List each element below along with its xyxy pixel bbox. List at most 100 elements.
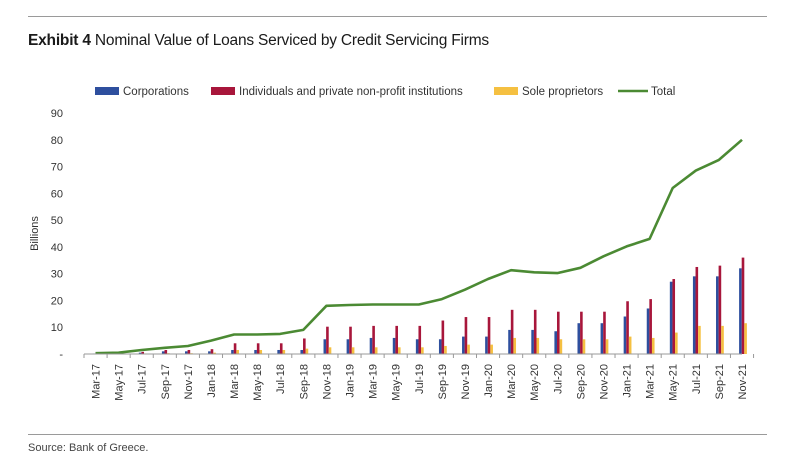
bar-sole: [651, 337, 655, 354]
x-tick-label: May-19: [391, 364, 403, 401]
legend-swatch: [494, 87, 518, 95]
x-tick-label: Sep-21: [714, 364, 726, 399]
bar-individuals: [418, 325, 422, 354]
x-axis: Mar-17 May-17 Jul-17 Sep-17 Nov-17 Jan-18 Mar-…: [83, 353, 755, 401]
x-tick-label: May-21: [668, 364, 680, 401]
legend-label: Corporations: [123, 86, 189, 98]
bottom-rule: [28, 434, 767, 435]
bar-individuals: [510, 309, 514, 354]
y-axis: Billions - 10 20 30 40 50 60 70 80 90: [29, 108, 63, 361]
y-tick-label: 90: [51, 108, 63, 120]
bar-corporations: [231, 349, 234, 354]
x-tick-label: Jan-20: [483, 364, 495, 398]
y-tick-label: 60: [51, 188, 63, 200]
y-tick-label: 30: [51, 269, 63, 281]
bar-individuals: [303, 338, 306, 354]
x-tick-label: Nov-21: [737, 364, 749, 399]
bar-individuals: [741, 257, 745, 354]
x-tick-label: Sep-18: [298, 364, 310, 399]
bar-individuals: [626, 301, 629, 354]
y-axis-label: Billions: [29, 216, 41, 251]
bar-corporations: [300, 349, 304, 354]
chart-title: Exhibit 4 Nominal Value of Loans Service…: [28, 32, 489, 50]
bar-corporations: [392, 337, 396, 354]
bar-sole: [305, 348, 309, 354]
x-tick-label: Nov-18: [321, 364, 333, 399]
y-tick-label: 50: [51, 215, 63, 227]
x-tick-label: Mar-20: [506, 364, 518, 399]
bar-individuals: [372, 325, 375, 354]
bar-corporations: [554, 331, 557, 354]
bar-corporations: [716, 276, 719, 354]
bar-corporations: [184, 351, 188, 354]
bar-individuals: [210, 349, 214, 354]
bar-sole: [582, 339, 586, 354]
bar-sole: [744, 323, 747, 354]
bar-sole: [259, 349, 263, 354]
bar-sole: [351, 347, 355, 354]
bar-corporations: [254, 349, 257, 354]
x-tick-label: Jan-21: [622, 364, 634, 398]
x-tick-label: Jan-19: [345, 364, 357, 398]
bar-individuals: [487, 317, 491, 354]
x-tick-label: Jul-17: [137, 364, 149, 394]
bar-individuals: [326, 326, 329, 354]
bar-corporations: [531, 329, 534, 354]
x-tick-label: Mar-19: [368, 364, 380, 399]
bar-sole: [628, 336, 632, 354]
bar-sole: [328, 347, 332, 354]
bar-corporations: [369, 337, 373, 354]
legend: Corporations Individuals and private non-…: [95, 86, 675, 98]
bar-sole: [675, 332, 678, 354]
bar-individuals: [441, 320, 445, 354]
bar-individuals: [672, 279, 676, 354]
y-tick-label: 20: [51, 295, 63, 307]
x-tick-label: Sep-17: [160, 364, 172, 399]
bar-individuals: [256, 343, 260, 354]
bar-individuals: [164, 349, 168, 354]
bar-corporations: [623, 316, 627, 354]
x-tick-label: Jul-20: [552, 364, 564, 394]
bar-corporations: [600, 323, 604, 354]
x-tick-label: Mar-21: [645, 364, 657, 399]
bar-individuals: [603, 311, 606, 354]
x-tick-label: Mar-17: [91, 364, 103, 399]
bar-corporations: [415, 339, 419, 354]
bar-individuals: [464, 317, 468, 354]
y-tick-label: 70: [51, 162, 63, 174]
x-tick-label: Jul-21: [691, 364, 703, 394]
exhibit-title: Nominal Value of Loans Serviced by Credi…: [94, 32, 489, 49]
bar-sole: [374, 347, 378, 354]
bar-individuals: [187, 349, 191, 354]
source-note: Source: Bank of Greece.: [28, 442, 149, 454]
x-tick-label: Jan-18: [206, 364, 218, 398]
bar-corporations: [138, 352, 142, 354]
bar-sole: [721, 325, 724, 354]
top-rule: [28, 16, 767, 17]
bar-corporations: [692, 276, 696, 354]
bar-sole: [467, 344, 470, 354]
bar-sole: [397, 347, 401, 354]
bar-individuals: [349, 326, 352, 354]
x-tick-label: May-20: [529, 364, 541, 401]
legend-label: Sole proprietors: [522, 86, 603, 98]
bar-corporations: [508, 329, 511, 354]
bar-individuals: [649, 299, 652, 354]
bar-individuals: [395, 325, 398, 354]
bar-individuals: [233, 343, 237, 354]
legend-label: Total: [651, 86, 675, 98]
x-tick-label: Nov-19: [460, 364, 472, 399]
bars: [92, 257, 747, 354]
x-tick-label: Nov-17: [183, 364, 195, 399]
bar-individuals: [279, 343, 283, 354]
bar-sole: [559, 339, 563, 354]
x-tick-label: May-17: [114, 364, 126, 401]
x-tick-label: Sep-19: [437, 364, 449, 399]
bar-sole: [513, 337, 517, 354]
bar-corporations: [346, 339, 350, 354]
bar-individuals: [533, 309, 537, 354]
bar-sole: [605, 339, 609, 354]
y-tick-label: 80: [51, 135, 63, 147]
bar-individuals: [580, 311, 583, 354]
bar-sole: [490, 344, 493, 354]
